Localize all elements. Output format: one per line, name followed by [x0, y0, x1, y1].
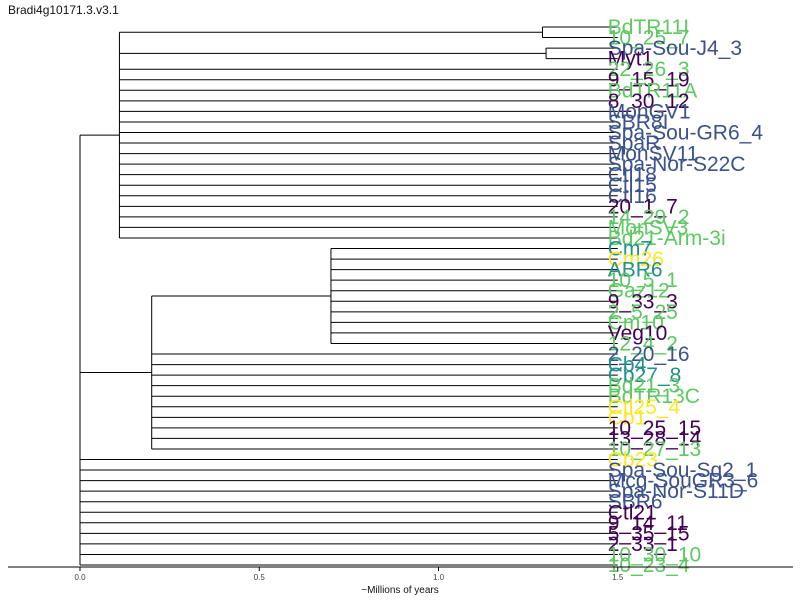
tip-label: BdTR11I	[608, 16, 689, 39]
tip-label: Ctl21	[608, 501, 657, 524]
tip-label: 13_28_14	[608, 427, 702, 450]
tip-label: Cb27_8	[608, 364, 682, 387]
chart-title: Bradi4g10171.3.v3.1	[8, 3, 119, 17]
tip-label: Ctl16	[608, 185, 657, 208]
tip-label: 20_1_7	[608, 195, 678, 218]
tip-label: Cm26	[608, 248, 664, 271]
tip-label: 10_25_15	[608, 417, 701, 440]
x-tick-label: 0.5	[254, 573, 266, 582]
tip-label: MonSV11	[608, 143, 699, 166]
tip-label: SBR8I	[608, 111, 669, 134]
x-tick-label: 1.0	[433, 573, 445, 582]
tip-label: 5_35_15	[608, 522, 690, 545]
tip-label: 9_14_11	[608, 512, 688, 535]
tip-label: Veg10	[608, 322, 668, 345]
tip-label: Spa-Sou-GR6_4	[608, 121, 764, 144]
tip-label: Bd21_3	[608, 375, 680, 398]
tip-label: Cb1	[608, 406, 647, 429]
x-tick-label: 0.0	[74, 573, 86, 582]
tip-labels: BdTR11I10_25_7Spa-Sou-J4_3Myt122_26_39_1…	[608, 16, 764, 577]
tip-label: SpaR	[608, 132, 661, 155]
tip-label: Ctl25_4	[608, 396, 681, 419]
tip-label: Spa-Nor-S22C	[608, 153, 746, 176]
tip-label: 8_30_12	[608, 90, 690, 113]
branches	[79, 26, 618, 566]
tip-label: Ctl15	[608, 174, 657, 197]
tip-label: 2_5_25	[608, 301, 678, 324]
tip-label: 10_25_7	[608, 27, 690, 50]
tip-label: 10_27_13	[608, 438, 701, 461]
tip-label: SBR6	[608, 491, 663, 514]
tip-label: 9_33_3	[608, 290, 678, 313]
tip-label: BdTR11A	[608, 79, 698, 102]
x-tick-label: 1.5	[612, 573, 624, 582]
tip-label: MonSV3	[608, 216, 689, 239]
tip-label: 12_4_2	[608, 332, 678, 355]
tip-label: Cm7	[608, 238, 652, 261]
tip-label: 2_33_1	[608, 533, 678, 556]
tip-label: Cb4	[608, 354, 647, 377]
tip-label: 10_5_1	[608, 269, 678, 292]
x-axis-ticks: 0.0 0.5 1.0 1.5	[74, 567, 624, 582]
tip-label: Cm10	[608, 311, 664, 334]
tip-label: BdTR13C	[608, 385, 700, 408]
tip-label: Ctl18	[608, 164, 657, 187]
tip-label: Gaz12	[608, 280, 670, 303]
tip-label: 2_20_16	[608, 343, 690, 366]
tip-label: Spa-Nor-S11D	[608, 480, 744, 503]
tip-label: 22_26_3	[608, 58, 690, 81]
tip-label: Spa-Sou-J4_3	[608, 37, 742, 60]
tip-label: ABR6	[608, 259, 663, 282]
tip-label: 9_15_19	[608, 69, 690, 92]
tip-label: Mcg-SouGR3_6	[608, 470, 759, 493]
tip-label: 10_30_10	[608, 543, 701, 566]
tip-label: 10_23_4	[608, 554, 690, 577]
tip-label: Myt1	[608, 48, 654, 71]
tip-label: MonGV1	[608, 100, 691, 123]
tip-label: Cb23	[608, 449, 658, 472]
tip-label: 14_29_2	[608, 206, 690, 229]
x-axis-title: ~Millions of years	[361, 585, 439, 596]
tip-label: Spa-Sou-Sg2_1	[608, 459, 757, 482]
tip-label: Bd21-Arm-3i	[608, 227, 726, 250]
